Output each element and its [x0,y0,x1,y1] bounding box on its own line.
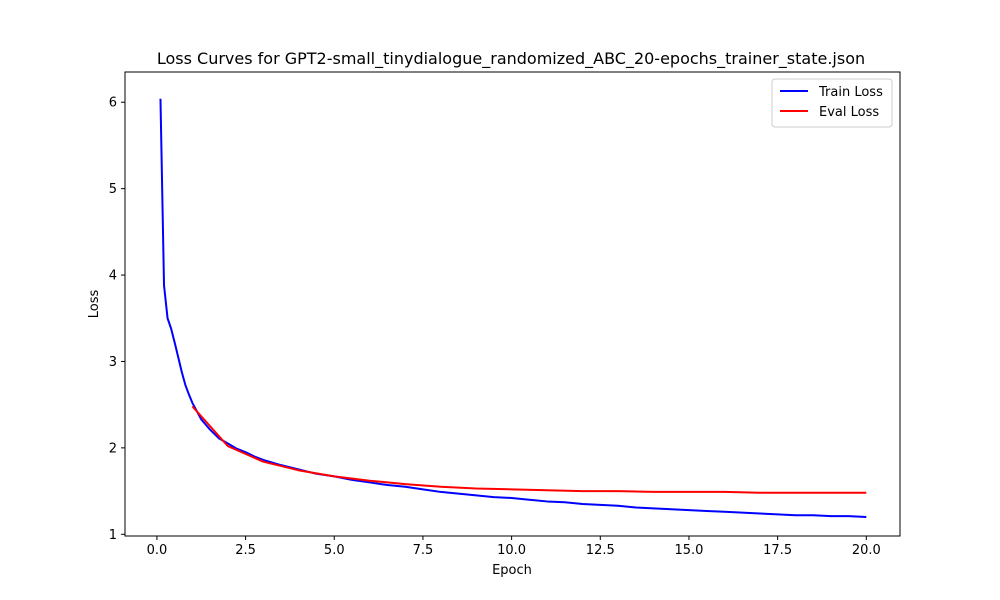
y-tick-label: 3 [109,355,117,370]
y-tick-label: 6 [109,96,117,111]
x-tick-label: 2.5 [235,543,256,558]
plot-area [124,71,901,537]
x-tick-label: 7.5 [413,543,434,558]
y-axis-label: Loss [87,290,102,319]
legend-label-eval-loss: Eval Loss [819,105,879,120]
series-layer [159,98,867,518]
x-tick-label: 0.0 [147,543,168,558]
x-tick-label: 12.5 [586,543,615,558]
x-tick-label: 20.0 [852,543,881,558]
x-tick-label: 17.5 [763,543,792,558]
y-tick-label: 1 [109,528,117,543]
y-axis: 1 2 3 4 5 6 [109,96,125,543]
y-tick-label: 2 [109,441,117,456]
legend-label-train-loss: Train Loss [818,85,883,100]
chart-title: Loss Curves for GPT2-small_tinydialogue_… [157,49,865,69]
x-tick-label: 10.0 [497,543,526,558]
y-tick-label: 5 [109,182,117,197]
x-axis-label: Epoch [492,563,532,578]
series-line-train-loss [159,98,867,518]
axes-frame [124,71,901,537]
y-tick-label: 4 [109,269,117,284]
x-tick-label: 5.0 [324,543,345,558]
x-axis: 0.0 2.5 5.0 7.5 10.0 12.5 15.0 17.5 20.0 [147,536,881,558]
legend: Train Loss Eval Loss [771,78,893,128]
series-line-eval-loss [191,405,867,494]
x-tick-label: 15.0 [674,543,703,558]
